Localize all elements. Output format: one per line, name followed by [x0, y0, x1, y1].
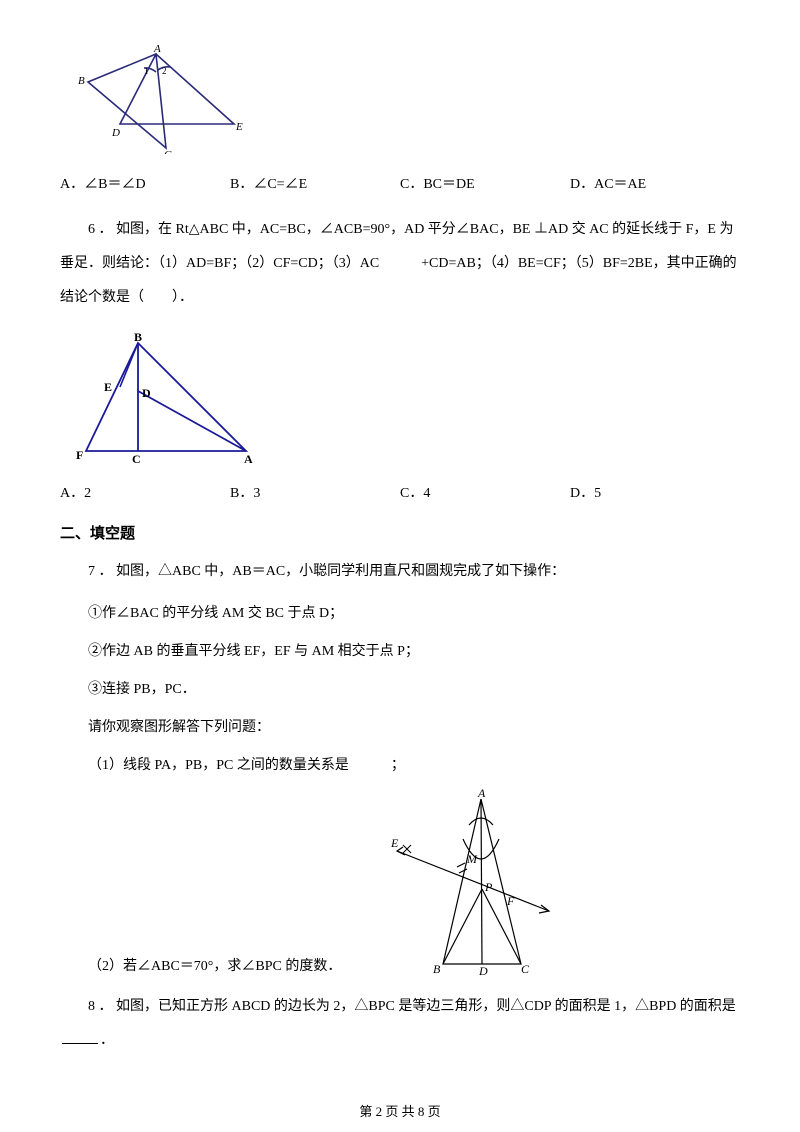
q6-option-d[interactable]: D．5	[570, 482, 740, 502]
q5-label-D: D	[111, 127, 120, 139]
q7-figure: A B C D E F M P	[341, 789, 740, 984]
q6-question: 6 ． 如图，在 Rt△ABC 中，AC=BC，∠ACB=90°，AD 平分∠B…	[60, 213, 740, 315]
q7-prompt: 请你观察图形解答下列问题：	[88, 711, 740, 745]
q6-option-a[interactable]: A．2	[60, 482, 230, 502]
q8-text: 如图，已知正方形 ABCD 的边长为 2，△BPC 是等边三角形，则△CDP 的…	[116, 999, 736, 1014]
footer-right: 页	[424, 1104, 440, 1119]
q6-option-c[interactable]: C．4	[400, 482, 570, 502]
q7-svg: A B C D E F M P	[381, 789, 581, 979]
q5-option-a[interactable]: A．∠B＝∠D	[60, 173, 230, 193]
q5-label-A: A	[153, 44, 161, 55]
q8-number: 8 ．	[88, 999, 113, 1014]
q6-label-D: D	[142, 386, 151, 400]
q6-text: 如图，在 Rt△ABC 中，AC=BC，∠ACB=90°，AD 平分∠BAC，B…	[60, 222, 737, 305]
q5-figure: A B C D E 1 2	[76, 44, 740, 159]
q7-label-C: C	[521, 962, 530, 976]
q6-label-B: B	[134, 333, 142, 344]
q6-options: A．2 B．3 C．4 D．5	[60, 482, 740, 502]
q5-svg: A B C D E 1 2	[76, 44, 246, 154]
q6-svg: B E D F C A	[76, 333, 256, 463]
q7-step3: ③连接 PB，PC．	[88, 673, 740, 707]
q6-label-F: F	[76, 448, 83, 462]
q6-figure: B E D F C A	[76, 333, 740, 468]
q7-number: 7 ．	[88, 564, 113, 579]
q5-option-b[interactable]: B．∠C=∠E	[230, 173, 400, 193]
q5-option-c[interactable]: C．BC＝DE	[400, 173, 570, 193]
q7-label-A: A	[477, 789, 486, 800]
footer-left: 第	[359, 1104, 375, 1119]
q6-label-A: A	[244, 452, 253, 463]
q7-label-F: F	[506, 894, 515, 908]
q5-angle2: 2	[162, 66, 167, 76]
q7-label-B: B	[433, 962, 441, 976]
q8-question: 8 ． 如图，已知正方形 ABCD 的边长为 2，△BPC 是等边三角形，则△C…	[60, 990, 740, 1058]
page-container: A B C D E 1 2 A．∠B＝∠D B．∠C=∠E C．BC＝DE D．…	[0, 0, 800, 1132]
q5-option-d[interactable]: D．AC＝AE	[570, 173, 740, 193]
q5-options: A．∠B＝∠D B．∠C=∠E C．BC＝DE D．AC＝AE	[60, 173, 740, 193]
q8-blank[interactable]	[62, 1029, 98, 1044]
q6-number: 6 ．	[88, 222, 113, 237]
section-2-heading: 二、填空题	[60, 522, 740, 543]
q5-angle1: 1	[144, 66, 149, 76]
q7-sub2: （2）若∠ABC＝70°，求∠BPC 的度数．	[88, 950, 341, 984]
q7-label-P: P	[484, 880, 493, 894]
q7-label-D: D	[478, 964, 488, 978]
q7-step1: ①作∠BAC 的平分线 AM 交 BC 于点 D；	[88, 597, 740, 631]
q7-label-M: M	[466, 852, 478, 866]
footer-mid: 页 共	[382, 1104, 418, 1119]
q7-sub1: （1）线段 PA，PB，PC 之间的数量关系是 ；	[88, 749, 740, 783]
q7-label-E: E	[390, 836, 399, 850]
q7-lead-text: 如图，△ABC 中，AB＝AC，小聪同学利用直尺和圆规完成了如下操作：	[116, 564, 565, 579]
q5-label-E: E	[235, 121, 243, 133]
q7-lead: 7 ． 如图，△ABC 中，AB＝AC，小聪同学利用直尺和圆规完成了如下操作：	[60, 555, 740, 589]
q5-label-C: C	[164, 149, 172, 154]
q6-option-b[interactable]: B．3	[230, 482, 400, 502]
q7-row: （2）若∠ABC＝70°，求∠BPC 的度数．	[60, 789, 740, 984]
q7-step2: ②作边 AB 的垂直平分线 EF，EF 与 AM 相交于点 P；	[88, 635, 740, 669]
q5-label-B: B	[78, 75, 85, 87]
q6-label-C: C	[132, 452, 141, 463]
q6-label-E: E	[104, 380, 112, 394]
page-footer: 第 2 页 共 8 页	[0, 1101, 800, 1120]
